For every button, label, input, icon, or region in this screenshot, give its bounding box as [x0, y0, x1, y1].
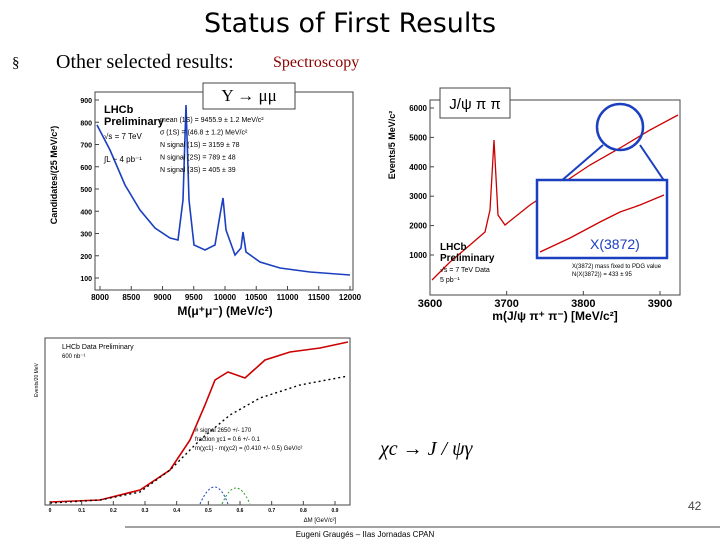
x-tick-label: 9000 [154, 293, 172, 302]
chic2-peak [221, 487, 251, 505]
x-tick-label: 8000 [91, 293, 109, 302]
x-label: ΔM [GeV/c²] [304, 518, 337, 524]
y-tick-label: 1000 [409, 251, 427, 260]
x-tick-label: 0.6 [237, 508, 244, 514]
status: Preliminary [104, 116, 165, 128]
fit-line: m(χc1) - m(χc2) = (0.410 +/- 0.5) GeV/c² [195, 446, 302, 452]
page-number: 42 [688, 499, 702, 513]
x-tick-label: 11500 [308, 293, 330, 302]
y-tick-label: 600 [80, 165, 92, 172]
inset-curve [539, 194, 665, 253]
y-tick-label: 700 [80, 143, 92, 150]
decay-label: χc → J / ψγ [378, 438, 474, 460]
fit-line: N signal (3S) = 405 ± 39 [160, 167, 236, 174]
lumi: 5 pb⁻¹ [440, 277, 460, 284]
y-tick-label: 100 [80, 276, 92, 283]
x-tick-label: 0.5 [205, 508, 212, 514]
highlight-circle [595, 102, 645, 152]
connector [639, 144, 666, 183]
x-tick-label: 0.1 [78, 508, 85, 514]
fit-curve [49, 341, 349, 503]
y-label: Candidates/(25 MeV/c²) [49, 126, 59, 225]
x-tick-label: 0.4 [173, 508, 180, 514]
x-tick-label: 0.3 [142, 508, 149, 514]
inset [535, 178, 669, 260]
y-tick-label: 400 [80, 209, 92, 216]
label-box [439, 87, 511, 119]
frame [94, 91, 354, 291]
fit-line: mean (1S) = 9455.9 ± 1.2 MeV/c² [160, 117, 264, 124]
experiment: LHCb [104, 104, 134, 116]
chic-plot: LHCb Data Preliminary 600 nb⁻¹ # signal … [34, 337, 351, 524]
bullet-text: Other selected results: [56, 51, 234, 73]
fit-line: N signal (1S) = 3159 ± 78 [160, 142, 240, 149]
footer-author: Eugeni Graugés – IIas Jornadas CPAN [296, 530, 435, 539]
lumi: 600 nb⁻¹ [62, 354, 86, 360]
x-tick-label: 3800 [571, 298, 595, 310]
x-tick-label: 3900 [648, 298, 672, 310]
x-tick-label: 9500 [185, 293, 203, 302]
fit-line: N(X(3872)) = 433 ± 95 [572, 272, 632, 278]
fit-line: # signal 2650 +/- 170 [195, 428, 252, 434]
x-tick-label: 12000 [339, 293, 362, 302]
energy: √s = 7 TeV [104, 132, 142, 141]
y-tick-label: 800 [80, 120, 92, 127]
x-tick-label: 8500 [122, 293, 140, 302]
x-tick-label: 10000 [214, 293, 237, 302]
x-tick-label: 3600 [418, 298, 442, 310]
plot-title: LHCb Data Preliminary [62, 344, 134, 351]
y-tick-label: 4000 [409, 163, 427, 172]
y-tick-label: 900 [80, 98, 92, 105]
y-tick-label: 200 [80, 254, 92, 261]
y-tick-label: 300 [80, 232, 92, 239]
energy: √s = 7 TeV Data [440, 266, 490, 274]
x-tick-label: 0 [49, 508, 52, 514]
connector [559, 144, 604, 183]
status: Preliminary [440, 253, 495, 264]
y-tick-label: 3000 [409, 192, 427, 201]
y-label: Events/5 MeV/c² [387, 111, 397, 180]
label-box [202, 82, 296, 110]
fit-line: N signal (2S) = 789 ± 48 [160, 155, 236, 162]
peak-label: X(3872) [590, 236, 640, 252]
x-tick-label: 0.9 [332, 508, 339, 514]
x-tick-label: 0.2 [110, 508, 117, 514]
plot-label: Υ → μμ [221, 86, 276, 105]
x-tick-label: 0.8 [300, 508, 307, 514]
experiment: LHCb [440, 242, 467, 253]
fit-line: fraction χc1 = 0.6 +/- 0.1 [195, 437, 261, 443]
x-label: M(μ⁺μ⁻) (MeV/c²) [177, 304, 272, 318]
fit-line: X(3872) mass fixed to PDG value [572, 264, 662, 270]
y-tick-label: 2000 [409, 222, 427, 231]
background-curve [49, 375, 349, 504]
chic1-peak [199, 486, 229, 505]
y-label: Events/20 MeV [34, 362, 40, 397]
plot-label: J/ψ π π [449, 96, 500, 113]
x-tick-label: 0.7 [268, 508, 275, 514]
x-tick-label: 3700 [494, 298, 518, 310]
y-tick-label: 6000 [409, 104, 427, 113]
slide-title: Status of First Results [204, 8, 496, 39]
x-tick-label: 11000 [277, 293, 299, 302]
x3872-plot: J/ψ π π X(3872) LHCb Preliminary √s = 7 … [387, 87, 681, 323]
fit-line: σ (1S) = (46.8 ± 1.2) MeV/c² [160, 130, 248, 137]
y-tick-label: 5000 [409, 133, 427, 142]
x-tick-label: 10500 [245, 293, 268, 302]
x-label: m(J/ψ π⁺ π⁻) [MeV/c²] [492, 309, 617, 323]
lumi: ∫L ~ 4 pb⁻¹ [103, 155, 142, 164]
bullet-topic: Spectroscopy [273, 54, 359, 71]
y-tick-label: 500 [80, 187, 92, 194]
upsilon-plot: Υ → μμ LHCb Preliminary √s = 7 TeV ∫L ~ … [49, 82, 354, 318]
fit-curve [431, 114, 679, 281]
bullet-mark: § [12, 55, 20, 71]
fit-curve [96, 104, 351, 276]
